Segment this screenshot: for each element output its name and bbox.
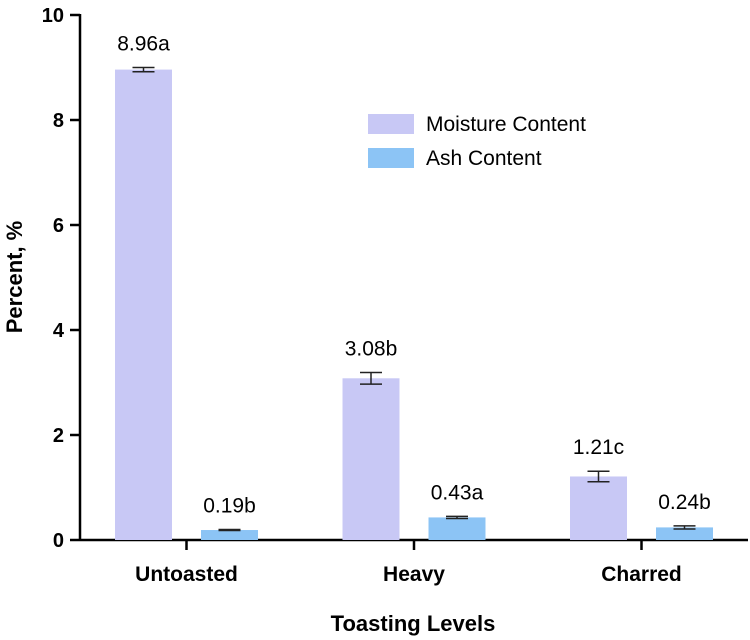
y-tick-label: 6 bbox=[53, 215, 64, 237]
x-axis-title: Toasting Levels bbox=[331, 611, 496, 636]
y-tick-label: 0 bbox=[53, 530, 64, 552]
data-label: 0.43a bbox=[431, 481, 484, 504]
y-tick-label: 2 bbox=[53, 425, 64, 447]
legend-swatch bbox=[368, 114, 414, 134]
legend: Moisture Content Ash Content bbox=[368, 113, 586, 170]
data-label: 1.21c bbox=[573, 436, 624, 459]
legend-label: Moisture Content bbox=[426, 113, 586, 136]
x-axis: Untoasted Heavy Charred bbox=[80, 538, 748, 586]
data-label: 0.19b bbox=[203, 495, 256, 518]
bar bbox=[342, 378, 400, 540]
bar bbox=[656, 527, 713, 540]
bar bbox=[115, 69, 172, 540]
legend-label: Ash Content bbox=[426, 147, 542, 170]
y-axis-title: Percent, % bbox=[2, 221, 27, 334]
data-label: 0.24b bbox=[658, 491, 711, 514]
data-label: 8.96a bbox=[117, 33, 170, 56]
y-tick-label: 8 bbox=[53, 110, 64, 132]
legend-swatch bbox=[368, 148, 414, 168]
y-axis: 0 2 4 6 8 10 bbox=[42, 5, 82, 552]
data-label: 3.08b bbox=[345, 338, 398, 361]
y-tick-label: 10 bbox=[42, 5, 64, 27]
bar bbox=[570, 476, 627, 540]
bar bbox=[428, 517, 486, 540]
x-tick-label: Charred bbox=[601, 563, 682, 586]
bars: 8.96a 0.19b 3.08b 0.43a 1.21c 0.24b bbox=[115, 33, 713, 540]
x-tick-label: Heavy bbox=[383, 563, 445, 586]
y-tick-label: 4 bbox=[53, 320, 65, 342]
x-tick-label: Untoasted bbox=[135, 563, 238, 586]
bar bbox=[201, 530, 258, 540]
